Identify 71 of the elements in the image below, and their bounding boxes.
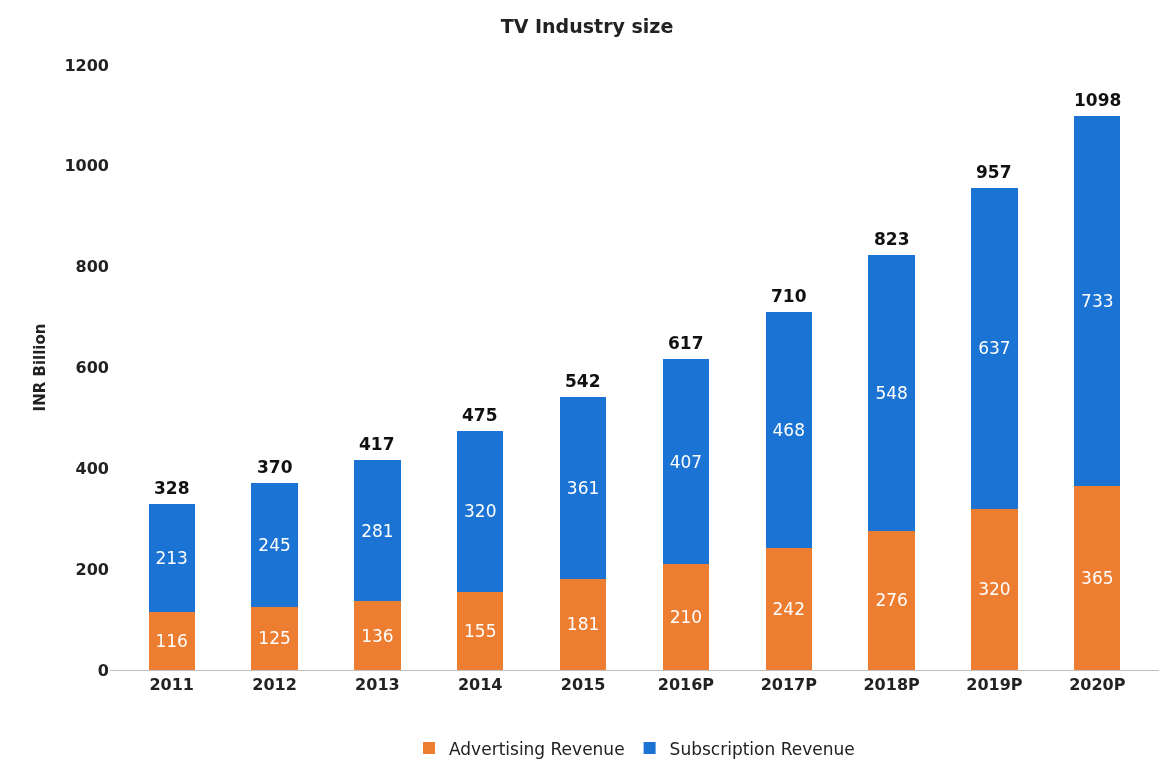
y-tick-label: 400 — [75, 458, 109, 478]
total-label: 328 — [154, 478, 190, 498]
bar — [868, 254, 915, 531]
data-label: 281 — [361, 520, 394, 541]
data-label: 245 — [258, 535, 291, 556]
bar — [765, 547, 812, 670]
total-label: 617 — [668, 333, 704, 353]
data-label: 242 — [772, 598, 805, 619]
bar — [1074, 116, 1121, 486]
bar — [662, 564, 710, 670]
bar — [148, 611, 195, 670]
total-label: 542 — [565, 371, 601, 391]
data-label: 210 — [669, 607, 703, 628]
data-label: 733 — [1081, 291, 1114, 312]
legend-label: Subscription Revenue — [669, 738, 855, 759]
data-label: 116 — [155, 630, 188, 651]
bar — [148, 504, 195, 612]
data-label: 181 — [566, 614, 600, 635]
bar — [251, 483, 298, 607]
bar — [971, 508, 1018, 670]
bar — [251, 606, 298, 670]
data-label: 213 — [155, 547, 188, 568]
y-tick-label: 1200 — [64, 55, 109, 75]
bar — [971, 187, 1018, 509]
x-tick-label: 2019P — [966, 675, 1023, 695]
data-label: 548 — [875, 382, 908, 403]
y-tick-label: 0 — [97, 660, 109, 680]
total-label: 823 — [874, 229, 910, 249]
data-label: 320 — [978, 579, 1011, 600]
x-tick-label: 2020P — [1069, 675, 1126, 695]
x-tick-label: 2013 — [355, 675, 400, 695]
bar — [868, 530, 915, 670]
total-label: 1098 — [1074, 90, 1122, 110]
bar — [354, 601, 401, 670]
bar — [354, 459, 401, 602]
x-tick-label: 2016P — [657, 675, 715, 695]
chart-title: TV Industry size — [500, 14, 674, 37]
data-label: 407 — [669, 451, 703, 472]
y-axis-title: INR Billion — [30, 323, 49, 412]
x-tick-label: 2012 — [252, 675, 297, 695]
x-tick-label: 2011 — [149, 675, 194, 695]
bar — [457, 591, 504, 670]
y-tick-label: 800 — [75, 257, 109, 277]
x-tick-label: 2018P — [863, 675, 921, 695]
y-tick-label: 1000 — [64, 156, 109, 176]
bar — [559, 396, 607, 579]
x-tick-label: 2017P — [760, 675, 818, 695]
data-label: 276 — [875, 590, 908, 611]
data-label: 136 — [361, 625, 394, 646]
bar — [559, 578, 607, 670]
total-label: 957 — [976, 162, 1012, 182]
data-label: 361 — [566, 477, 600, 498]
bar — [765, 312, 812, 548]
bar — [662, 358, 710, 565]
total-label: 710 — [771, 286, 807, 306]
data-label: 365 — [1081, 567, 1114, 588]
total-label: 370 — [257, 457, 293, 477]
data-label: 125 — [258, 628, 291, 649]
bar — [1074, 485, 1121, 670]
data-label: 155 — [464, 620, 497, 641]
y-tick-label: 600 — [75, 358, 109, 378]
total-label: 475 — [462, 405, 498, 425]
x-tick-label: 2014 — [457, 675, 503, 695]
bar — [457, 430, 504, 592]
y-tick-label: 200 — [75, 559, 109, 579]
data-label: 468 — [772, 420, 805, 441]
x-tick-label: 2015 — [560, 675, 606, 695]
legend-label: Advertising Revenue — [449, 738, 625, 759]
data-label: 320 — [464, 501, 497, 522]
data-label: 637 — [978, 338, 1011, 359]
total-label: 417 — [359, 434, 395, 454]
